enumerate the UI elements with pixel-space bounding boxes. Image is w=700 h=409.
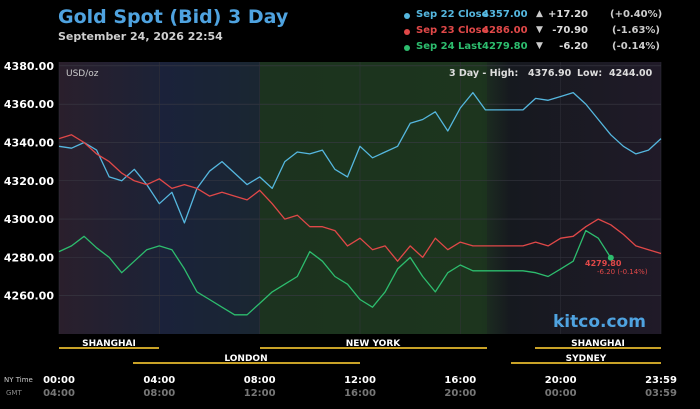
series-line-sep24 [58, 229, 612, 316]
gmt-label: GMT [6, 389, 22, 397]
newyork-band [260, 62, 487, 334]
london-band [160, 62, 260, 334]
legend-row-sep22: Sep 22 Close 4357.00 ▲ +17.20 (+0.40%) [398, 9, 698, 25]
series-line-sep22 [58, 91, 662, 224]
y-tick-label: 4340.00 [4, 136, 54, 149]
session-label-shanghai-2: SHANGHAI [571, 339, 625, 349]
y-tick-label: 4380.00 [4, 60, 54, 73]
x-tick-gmt: 03:59 [645, 388, 677, 399]
legend-dot-icon [404, 29, 410, 35]
legend-label: Sep 22 Close [416, 9, 489, 20]
session-bar-london [133, 362, 360, 364]
down-arrow-icon: ▼ [536, 41, 543, 51]
legend-change: -6.20 [559, 41, 588, 52]
legend-label: Sep 23 Close [416, 25, 489, 36]
x-tick-gmt: 12:00 [244, 388, 276, 399]
x-tick-ny: 08:00 [244, 375, 276, 386]
session-label-sydney: SYDNEY [566, 354, 607, 364]
range-label: 3 Day - High: [449, 68, 518, 79]
legend-change: -70.90 [552, 25, 588, 36]
session-bar-shanghai-2 [535, 347, 661, 349]
session-label-london: LONDON [224, 354, 267, 364]
session-label-newyork: NEW YORK [346, 339, 402, 349]
legend-value: 4357.00 [482, 9, 528, 20]
unit-label: USD/oz [66, 69, 99, 79]
x-tick-ny: 20:00 [545, 375, 577, 386]
legend-row-sep23: Sep 23 Close 4286.00 ▼ -70.90 (-1.63%) [398, 25, 698, 41]
y-tick-label: 4300.00 [4, 213, 54, 226]
chart-title: Gold Spot (Bid) 3 Day [58, 6, 289, 28]
legend-value: 4286.00 [482, 25, 528, 36]
chart-date: September 24, 2026 22:54 [58, 30, 223, 43]
y-tick-label: 4320.00 [4, 175, 54, 188]
range-high: 4376.90 [528, 68, 572, 79]
kitco-watermark: kitco.com [553, 312, 646, 332]
series-line-sep23 [58, 134, 662, 262]
x-tick-gmt: 08:00 [143, 388, 175, 399]
session-bar-shanghai-1 [59, 347, 159, 349]
x-tick-ny: 16:00 [444, 375, 476, 386]
last-price-dot [607, 254, 614, 261]
x-tick-ny: 04:00 [143, 375, 175, 386]
range-low: 4244.00 [609, 68, 653, 79]
x-tick-gmt: 20:00 [444, 388, 476, 399]
x-tick-gmt: 04:00 [43, 388, 75, 399]
y-axis: 4260.00 4280.00 4300.00 4320.00 4340.00 4360.… [4, 60, 54, 303]
legend-dot-icon [404, 13, 410, 19]
session-label-shanghai-1: SHANGHAI [82, 339, 136, 349]
grid [58, 62, 662, 334]
x-axis: 00:00 04:00 04:00 08:00 08:00 12:00 12:00 16:00… [43, 375, 677, 399]
x-tick-ny: 00:00 [43, 375, 75, 386]
legend-percent: (+0.40%) [610, 9, 663, 20]
y-tick-label: 4280.00 [4, 251, 54, 264]
series-group [58, 91, 662, 316]
legend-percent: (-1.63%) [612, 25, 660, 36]
legend-change: +17.20 [548, 9, 589, 20]
y-tick-label: 4360.00 [4, 98, 54, 111]
legend-row-sep24: Sep 24 Last 4279.80 ▼ -6.20 (-0.14%) [398, 41, 698, 57]
session-bar-newyork [260, 347, 487, 349]
x-tick-ny: 23:59 [645, 375, 677, 386]
last-change-label: -6.20 (-0.14%) [597, 268, 648, 276]
session-bar-sydney [511, 362, 661, 364]
x-tick-ny: 12:00 [344, 375, 376, 386]
ny-time-label: NY Time [4, 376, 33, 384]
legend-percent: (-0.14%) [612, 41, 660, 52]
x-tick-gmt: 16:00 [344, 388, 376, 399]
legend: Sep 22 Close 4357.00 ▲ +17.20 (+0.40%) S… [398, 9, 698, 57]
range-low-label: Low: [577, 68, 602, 79]
down-arrow-icon: ▼ [536, 25, 543, 35]
legend-value: 4279.80 [482, 41, 528, 52]
legend-dot-icon [404, 45, 410, 51]
legend-label: Sep 24 Last [416, 41, 482, 52]
up-arrow-icon: ▲ [536, 9, 543, 19]
last-price-label: 4279.80 [585, 259, 622, 268]
x-tick-gmt: 00:00 [545, 388, 577, 399]
y-tick-label: 4260.00 [4, 290, 54, 303]
